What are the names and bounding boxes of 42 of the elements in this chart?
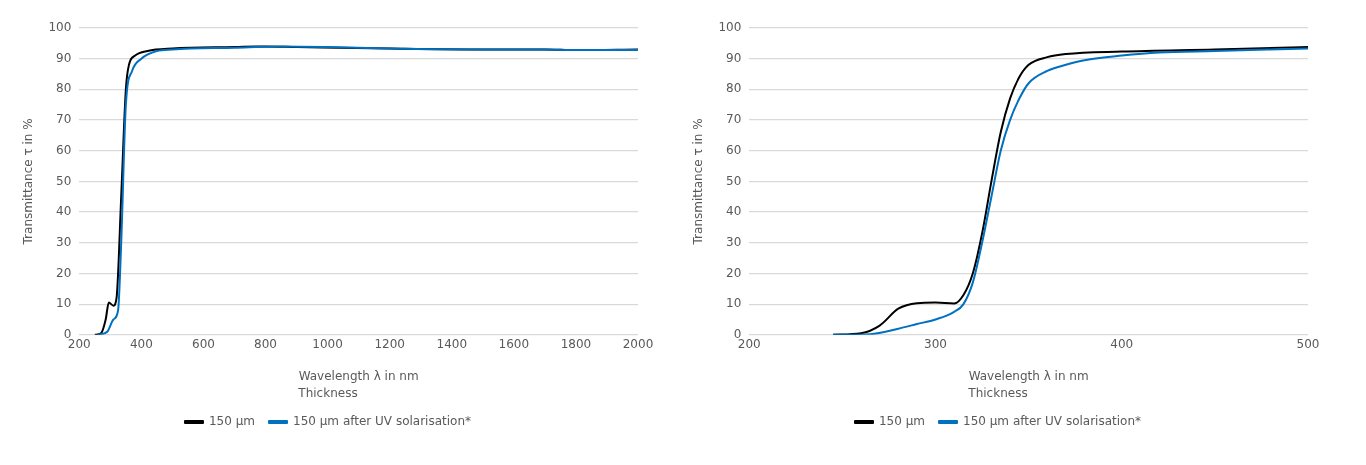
y-tick-label: 90 xyxy=(56,50,72,65)
x-tick-label: 400 xyxy=(1110,337,1134,352)
y-tick-label: 70 xyxy=(726,112,742,127)
x-tick-label: 1000 xyxy=(312,337,343,352)
x-tick-label: 600 xyxy=(192,337,215,352)
legend-title: Thickness xyxy=(967,385,1028,400)
y-tick-label: 100 xyxy=(718,20,742,35)
y-axis-title: Transmittance τ in % xyxy=(21,118,36,246)
y-tick-label: 30 xyxy=(56,234,72,249)
x-axis-title: Wavelength λ in nm xyxy=(298,368,419,383)
y-tick-label: 60 xyxy=(56,142,72,157)
y-tick-label: 40 xyxy=(726,204,742,219)
x-tick-label: 1200 xyxy=(374,337,405,352)
x-tick-label: 800 xyxy=(254,337,277,352)
y-tick-label: 90 xyxy=(726,50,742,65)
x-axis-title: Wavelength λ in nm xyxy=(968,368,1089,383)
legend-label: 150 µm xyxy=(208,414,256,429)
y-tick-label: 70 xyxy=(56,112,72,127)
legend-title: Thickness xyxy=(297,385,358,400)
y-tick-label: 60 xyxy=(726,142,742,157)
legend-label: 150 µm xyxy=(878,414,926,429)
y-tick-label: 50 xyxy=(726,173,742,188)
x-tick-label: 1400 xyxy=(436,337,468,352)
x-tick-label: 1600 xyxy=(498,337,530,352)
legend-label: 150 µm after UV solarisation* xyxy=(293,414,472,429)
y-tick-label: 40 xyxy=(56,204,72,219)
x-tick-label: 2000 xyxy=(622,337,654,352)
y-tick-label: 80 xyxy=(56,81,72,96)
x-tick-label: 500 xyxy=(1296,337,1320,352)
y-tick-label: 30 xyxy=(726,234,742,249)
y-tick-label: 10 xyxy=(56,296,72,311)
y-tick-label: 20 xyxy=(726,265,742,280)
y-tick-label: 80 xyxy=(726,81,742,96)
y-tick-label: 20 xyxy=(56,265,72,280)
x-tick-label: 300 xyxy=(924,337,947,352)
legend-label: 150 µm after UV solarisation* xyxy=(963,414,1142,429)
x-tick-label: 1800 xyxy=(560,337,592,352)
y-tick-label: 10 xyxy=(726,296,742,311)
x-tick-label: 400 xyxy=(129,337,153,352)
y-axis-title: Transmittance τ in % xyxy=(691,118,706,246)
y-tick-label: 100 xyxy=(48,20,72,35)
y-tick-label: 50 xyxy=(56,173,72,188)
